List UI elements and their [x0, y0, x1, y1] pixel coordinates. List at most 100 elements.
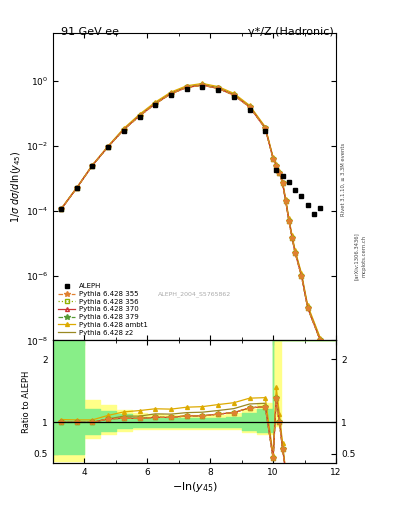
ALEPH [184, 86, 189, 92]
Pythia 6.428 ambt1 [153, 99, 158, 105]
Pythia 6.428 ambt1 [290, 232, 294, 238]
Text: [arXiv:1306.3436]: [arXiv:1306.3436] [354, 232, 359, 280]
Pythia 6.428 356 [277, 169, 282, 176]
Pythia 6.428 379 [106, 144, 110, 150]
ALEPH [59, 206, 63, 212]
Pythia 6.428 379 [169, 91, 173, 97]
Pythia 6.428 z2 [216, 84, 220, 91]
Text: Rivet 3.1.10, ≥ 3.3M events: Rivet 3.1.10, ≥ 3.3M events [341, 142, 346, 216]
Pythia 6.428 355 [318, 337, 323, 344]
Pythia 6.428 356 [305, 305, 310, 311]
Pythia 6.428 379 [286, 218, 291, 224]
Pythia 6.428 356 [216, 86, 220, 92]
ALEPH [231, 94, 236, 100]
Pythia 6.428 356 [121, 126, 126, 133]
Pythia 6.428 ambt1 [286, 215, 291, 221]
Line: Pythia 6.428 356: Pythia 6.428 356 [59, 83, 322, 343]
Pythia 6.428 370 [169, 91, 173, 97]
Pythia 6.428 355 [280, 180, 285, 186]
Pythia 6.428 355 [293, 250, 298, 256]
Pythia 6.428 ambt1 [305, 303, 310, 309]
Pythia 6.428 ambt1 [231, 90, 236, 96]
Pythia 6.428 355 [305, 305, 310, 311]
Pythia 6.428 379 [216, 86, 220, 92]
Text: mcplots.cern.ch: mcplots.cern.ch [362, 235, 367, 277]
Pythia 6.428 z2 [153, 100, 158, 106]
Pythia 6.428 370 [271, 156, 275, 162]
Pythia 6.428 370 [137, 113, 142, 119]
ALEPH [318, 205, 323, 211]
ALEPH [312, 211, 316, 217]
Pythia 6.428 356 [247, 104, 252, 110]
Pythia 6.428 ambt1 [200, 80, 205, 87]
Pythia 6.428 379 [137, 113, 142, 119]
Pythia 6.428 z2 [305, 304, 310, 310]
Pythia 6.428 356 [280, 180, 285, 186]
Line: Pythia 6.428 z2: Pythia 6.428 z2 [61, 84, 320, 339]
Pythia 6.428 379 [121, 126, 126, 133]
Pythia 6.428 370 [247, 104, 252, 110]
Pythia 6.428 ambt1 [59, 206, 63, 212]
Pythia 6.428 z2 [121, 126, 126, 132]
Pythia 6.428 370 [318, 337, 323, 344]
Pythia 6.428 356 [274, 162, 279, 168]
Pythia 6.428 356 [271, 156, 275, 162]
ALEPH [286, 179, 291, 185]
Pythia 6.428 370 [106, 144, 110, 150]
Pythia 6.428 379 [184, 84, 189, 91]
Legend: ALEPH, Pythia 6.428 355, Pythia 6.428 356, Pythia 6.428 370, Pythia 6.428 379, P: ALEPH, Pythia 6.428 355, Pythia 6.428 35… [57, 282, 149, 337]
Pythia 6.428 379 [263, 125, 268, 132]
Pythia 6.428 370 [121, 126, 126, 133]
ALEPH [247, 107, 252, 113]
ALEPH [216, 87, 220, 93]
Pythia 6.428 z2 [293, 249, 298, 255]
Pythia 6.428 356 [231, 92, 236, 98]
Pythia 6.428 356 [74, 185, 79, 191]
Pythia 6.428 370 [74, 185, 79, 191]
Pythia 6.428 356 [106, 144, 110, 150]
Pythia 6.428 z2 [137, 112, 142, 118]
Pythia 6.428 z2 [247, 103, 252, 110]
Pythia 6.428 379 [290, 234, 294, 241]
Pythia 6.428 z2 [280, 179, 285, 185]
Pythia 6.428 356 [184, 84, 189, 91]
Pythia 6.428 370 [90, 162, 95, 168]
ALEPH [121, 127, 126, 134]
Pythia 6.428 356 [286, 218, 291, 224]
Pythia 6.428 z2 [299, 271, 304, 278]
Pythia 6.428 ambt1 [106, 143, 110, 149]
Pythia 6.428 370 [286, 218, 291, 224]
Pythia 6.428 z2 [106, 144, 110, 150]
ALEPH [106, 144, 110, 151]
Pythia 6.428 379 [247, 104, 252, 110]
Pythia 6.428 ambt1 [90, 162, 95, 168]
ALEPH [74, 185, 79, 191]
Pythia 6.428 379 [299, 272, 304, 279]
Pythia 6.428 356 [200, 82, 205, 88]
Pythia 6.428 355 [200, 82, 205, 88]
Pythia 6.428 z2 [184, 84, 189, 90]
Pythia 6.428 z2 [74, 185, 79, 191]
Pythia 6.428 z2 [274, 162, 279, 168]
Pythia 6.428 370 [231, 92, 236, 98]
Pythia 6.428 356 [59, 206, 63, 212]
ALEPH [299, 193, 304, 199]
Pythia 6.428 355 [137, 113, 142, 119]
Pythia 6.428 355 [299, 272, 304, 279]
Pythia 6.428 ambt1 [271, 154, 275, 160]
Pythia 6.428 z2 [318, 336, 323, 342]
Pythia 6.428 370 [216, 86, 220, 92]
Pythia 6.428 355 [271, 156, 275, 162]
Text: ALEPH_2004_S5765862: ALEPH_2004_S5765862 [158, 291, 231, 297]
Pythia 6.428 ambt1 [280, 179, 285, 185]
ALEPH [263, 129, 268, 135]
Pythia 6.428 379 [59, 206, 63, 212]
Pythia 6.428 355 [216, 86, 220, 92]
Pythia 6.428 ambt1 [283, 196, 288, 202]
Pythia 6.428 355 [59, 206, 63, 212]
Pythia 6.428 355 [169, 91, 173, 97]
Pythia 6.428 z2 [290, 233, 294, 240]
Pythia 6.428 379 [277, 169, 282, 176]
Pythia 6.428 379 [231, 92, 236, 98]
Pythia 6.428 379 [74, 185, 79, 191]
